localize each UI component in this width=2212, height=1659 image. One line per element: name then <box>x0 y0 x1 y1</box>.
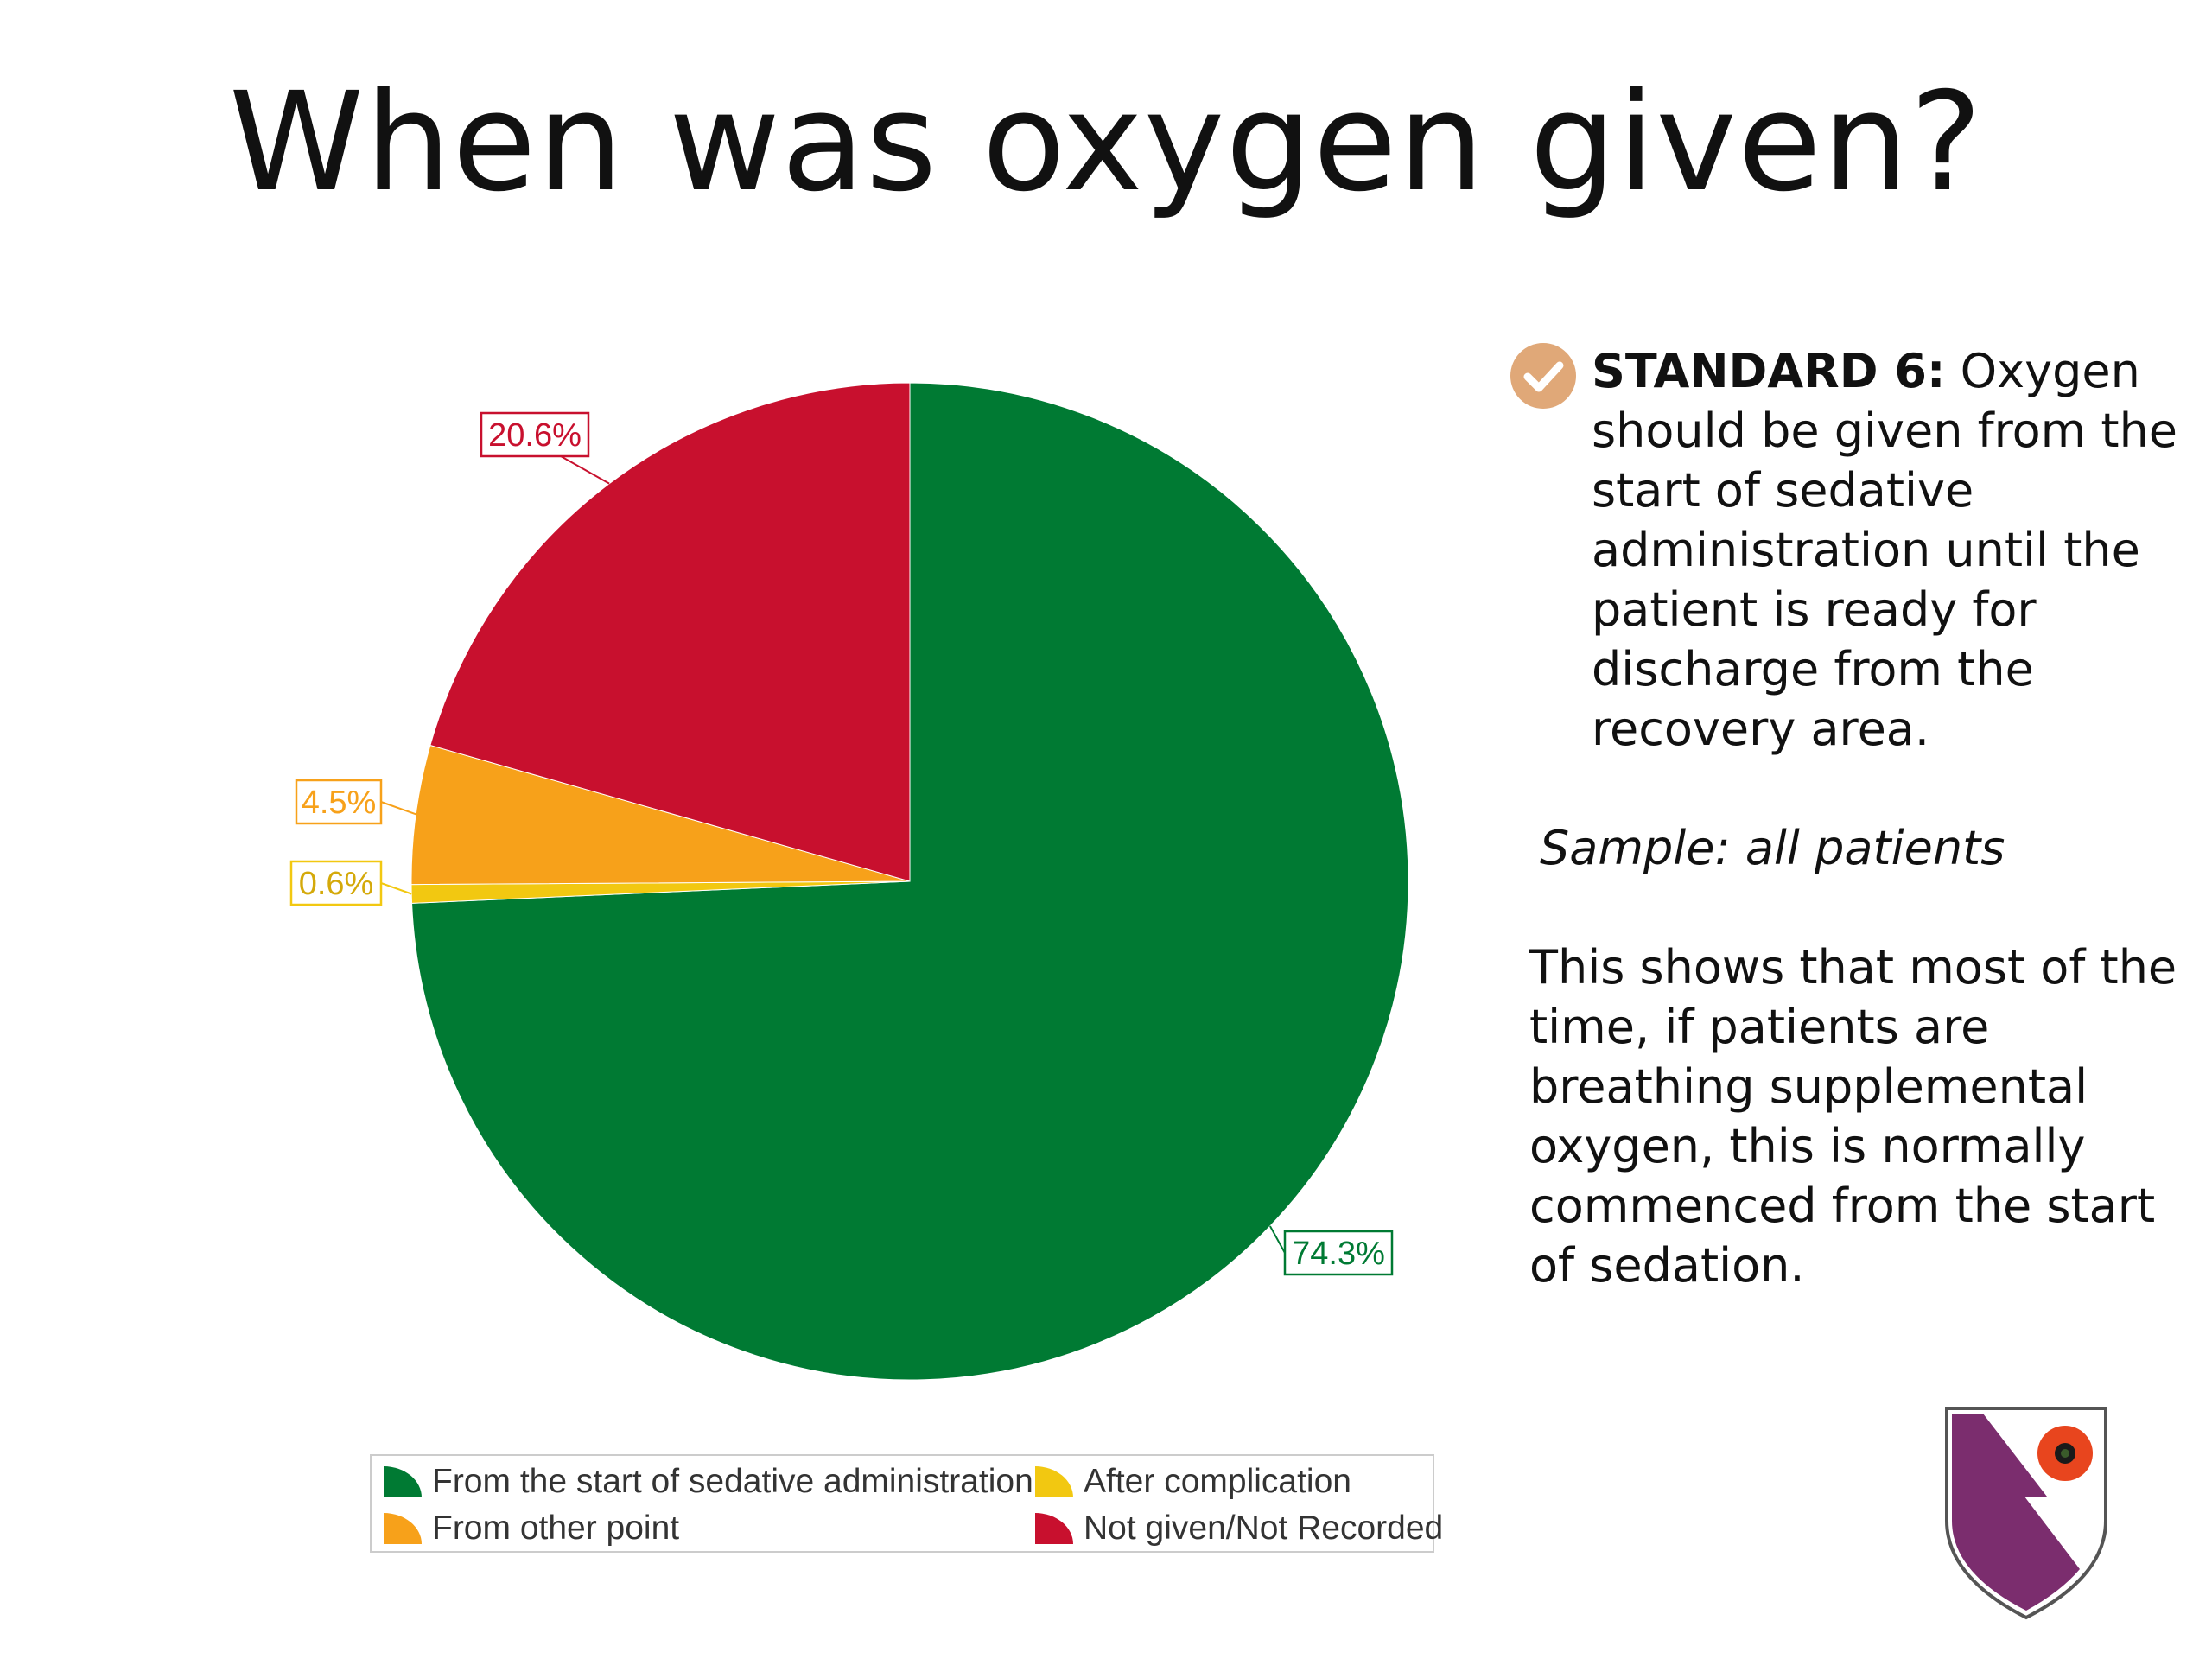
check-circle-icon <box>1510 343 1576 409</box>
pie-slice <box>410 744 911 886</box>
standard-text: Oxygen should be given from the start of… <box>1592 344 2178 756</box>
pie-data-labels: 74.3% 0.6% 4.5% 20.6% <box>289 411 1394 1276</box>
data-label: 20.6% <box>488 417 582 454</box>
label-leader-line <box>380 801 416 816</box>
legend-label: After complication <box>1084 1463 1351 1500</box>
data-label: 0.6% <box>299 866 374 902</box>
legend-item-not-given: Not given/Not Recorded <box>1035 1510 1443 1548</box>
legend-swatch-icon <box>384 1513 422 1544</box>
data-label: 4.5% <box>302 785 377 821</box>
legend-item-start-sedative: From the start of sedative administratio… <box>384 1463 1033 1501</box>
legend-swatch-icon <box>1035 1466 1073 1497</box>
chart-legend: From the start of sedative administratio… <box>370 1454 1443 1553</box>
slide-title: When was oxygen given? <box>228 63 1984 222</box>
legend-label: Not given/Not Recorded <box>1084 1510 1444 1547</box>
legend-label: From other point <box>432 1510 680 1547</box>
standard-panel: STANDARD 6: Oxygen should be given from … <box>1510 341 2186 1295</box>
data-label-box <box>480 411 590 458</box>
legend-item-other-point: From other point <box>384 1510 679 1548</box>
standard-label: STANDARD 6: <box>1592 344 1946 398</box>
sample-note: Sample: all patients <box>1540 821 2005 875</box>
standard-statement: STANDARD 6: Oxygen should be given from … <box>1510 341 2186 759</box>
data-label-box <box>289 860 383 906</box>
label-leader-line <box>1268 1225 1286 1254</box>
shield-crest-icon <box>1945 1407 2107 1620</box>
data-label-box <box>1283 1230 1394 1276</box>
data-label-box <box>295 779 383 825</box>
legend-swatch-icon <box>1035 1513 1073 1544</box>
legend-label: From the start of sedative administratio… <box>432 1463 1033 1500</box>
pie-slices <box>410 382 1409 1381</box>
legend-item-after-complication: After complication <box>1035 1463 1351 1501</box>
legend-swatch-icon <box>384 1466 422 1497</box>
label-leader-line <box>560 455 610 485</box>
data-label: 74.3% <box>1292 1236 1385 1272</box>
summary-text: This shows that most of the time, if pat… <box>1529 940 2177 1293</box>
label-leader-line <box>380 882 412 895</box>
